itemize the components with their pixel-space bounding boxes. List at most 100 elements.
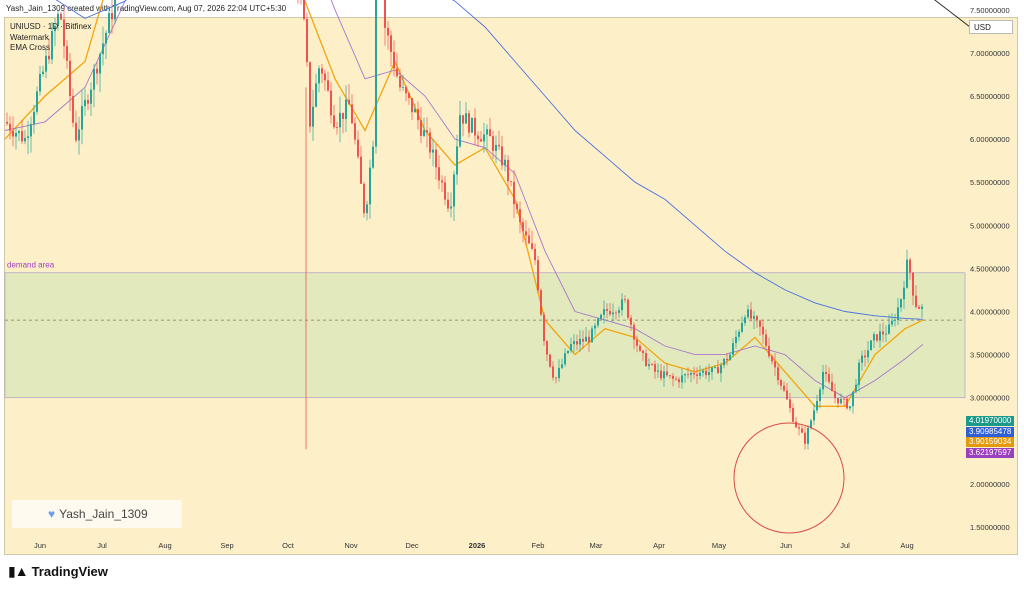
candle-body: [447, 199, 449, 209]
candle-body: [759, 320, 761, 327]
candle-body: [639, 345, 641, 351]
tradingview-logo[interactable]: ▮▲ TradingView: [8, 563, 108, 580]
candle-body: [48, 55, 50, 60]
candle-body: [9, 123, 11, 131]
candle-body: [885, 333, 887, 335]
candle-body: [633, 324, 635, 340]
candle-body: [345, 99, 347, 119]
candle-body: [453, 174, 455, 207]
x-tick-label: Dec: [405, 541, 419, 550]
candle-body: [543, 314, 545, 342]
candle-body: [558, 367, 560, 379]
candle-body: [351, 104, 353, 124]
candle-body: [90, 89, 92, 104]
candle-body: [30, 124, 32, 137]
x-tick-label: 2026: [469, 541, 486, 550]
candle-body: [579, 338, 581, 345]
candle-body: [99, 54, 101, 74]
candle-body: [909, 259, 911, 273]
candle-body: [438, 167, 440, 181]
currency-selector[interactable]: USD: [969, 20, 1013, 34]
candle-body: [741, 322, 743, 332]
candle-body: [507, 159, 509, 182]
candle-body: [747, 309, 749, 318]
y-tick-label: 7.00000000: [970, 49, 1010, 58]
candle-body: [624, 299, 626, 301]
candle-body: [879, 331, 881, 341]
x-tick-label: Jun: [780, 541, 792, 550]
candle-body: [105, 32, 107, 44]
x-tick-label: Oct: [282, 541, 295, 550]
candle-body: [18, 131, 20, 133]
resistance-trendline: [934, 0, 971, 28]
candle-body: [387, 27, 389, 36]
candle-body: [834, 391, 836, 399]
ema-cross-indicator-label[interactable]: EMA Cross: [10, 43, 51, 52]
candle-body: [57, 13, 59, 27]
candle-body: [51, 31, 53, 60]
attribution-text: Yash_Jain_1309 created with TradingView.…: [6, 4, 287, 13]
candle-body: [687, 374, 689, 376]
candle-body: [540, 290, 542, 315]
candle-body: [567, 350, 569, 354]
y-tick-label: 6.00000000: [970, 135, 1010, 144]
candle-body: [819, 389, 821, 401]
candle-body: [468, 113, 470, 133]
candle-body: [429, 132, 431, 153]
candle-body: [849, 406, 851, 409]
candle-body: [555, 377, 557, 379]
candle-body: [861, 355, 863, 363]
watermark-indicator-label[interactable]: Watermark: [10, 32, 49, 42]
candle-body: [87, 99, 89, 104]
candle-body: [21, 131, 23, 142]
x-tick-label: Mar: [590, 541, 603, 550]
candle-body: [699, 372, 701, 376]
symbol-label[interactable]: UNIUSD · 1D · Bitfinex: [10, 22, 92, 31]
candle-body: [684, 374, 686, 376]
candle-body: [441, 180, 443, 183]
candle-body: [24, 138, 26, 142]
candle-body: [735, 336, 737, 344]
candle-body: [408, 93, 410, 98]
candle-body: [708, 372, 710, 376]
x-tick-label: Aug: [158, 541, 171, 550]
candle-body: [786, 390, 788, 400]
candle-body: [894, 320, 896, 321]
candle-body: [411, 97, 413, 113]
candle-body: [519, 209, 521, 223]
candle-body: [528, 235, 530, 244]
price-tag: 3.62197597: [966, 448, 1014, 458]
candle-body: [666, 371, 668, 376]
candle-body: [798, 427, 800, 429]
candle-body: [309, 62, 311, 127]
candle-body: [78, 129, 80, 141]
candle-body: [813, 410, 815, 421]
y-tick-label: 7.50000000: [970, 6, 1010, 15]
candle-body: [588, 336, 590, 343]
candle-body: [444, 182, 446, 200]
candle-body: [303, 0, 305, 20]
candle-body: [348, 99, 350, 105]
candle-body: [495, 144, 497, 151]
candle-body: [918, 306, 920, 309]
candle-body: [654, 364, 656, 372]
candle-body: [330, 90, 332, 116]
candle-body: [774, 361, 776, 368]
candle-body: [648, 364, 650, 366]
candle-body: [354, 123, 356, 140]
candle-body: [852, 391, 854, 407]
attribution-bar: Yash_Jain_1309 created with TradingView.…: [0, 0, 1024, 16]
candle-body: [753, 316, 755, 319]
candle-body: [492, 136, 494, 151]
candle-body: [369, 167, 371, 205]
candle-body: [609, 310, 611, 315]
candle-body: [69, 60, 71, 97]
candle-body: [420, 120, 422, 136]
candle-body: [726, 358, 728, 361]
candle-body: [645, 353, 647, 366]
candle-body: [732, 343, 734, 355]
candle-body: [339, 112, 341, 128]
candle-body: [846, 398, 848, 409]
price-tag: 3.90159034: [966, 437, 1014, 447]
